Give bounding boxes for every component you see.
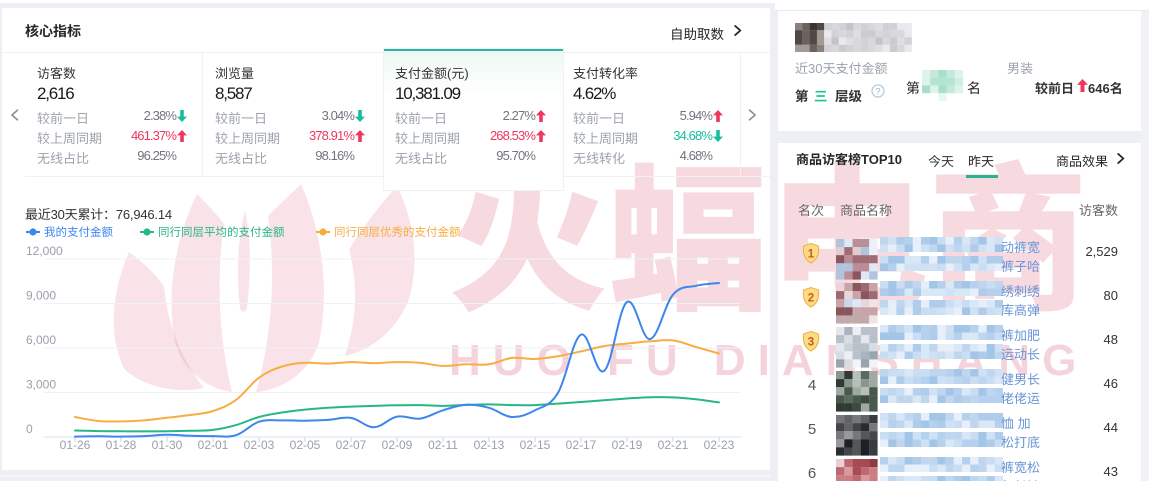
svg-text:12,000: 12,000: [26, 244, 63, 258]
svg-text:01-28: 01-28: [106, 438, 137, 452]
svg-text:1: 1: [808, 249, 815, 261]
svg-text:02-19: 02-19: [612, 438, 643, 452]
svg-text:3: 3: [808, 337, 814, 349]
svg-text:02-01: 02-01: [198, 438, 229, 452]
svg-text:01-30: 01-30: [152, 438, 183, 452]
svg-text:9,000: 9,000: [26, 289, 56, 303]
svg-text:02-07: 02-07: [336, 438, 367, 452]
svg-text:02-23: 02-23: [704, 438, 735, 452]
svg-text:02-17: 02-17: [566, 438, 597, 452]
svg-text:?: ?: [875, 86, 880, 96]
svg-text:02-09: 02-09: [382, 438, 413, 452]
svg-text:02-21: 02-21: [658, 438, 689, 452]
svg-text:02-03: 02-03: [244, 438, 275, 452]
svg-text:0: 0: [26, 422, 33, 436]
svg-text:02-11: 02-11: [428, 438, 458, 452]
svg-text:01-26: 01-26: [60, 438, 91, 452]
svg-text:02-13: 02-13: [474, 438, 505, 452]
svg-text:2: 2: [808, 293, 814, 305]
svg-text:02-05: 02-05: [290, 438, 321, 452]
svg-text:02-15: 02-15: [520, 438, 551, 452]
svg-text:3,000: 3,000: [26, 378, 56, 392]
svg-text:6,000: 6,000: [26, 333, 56, 347]
